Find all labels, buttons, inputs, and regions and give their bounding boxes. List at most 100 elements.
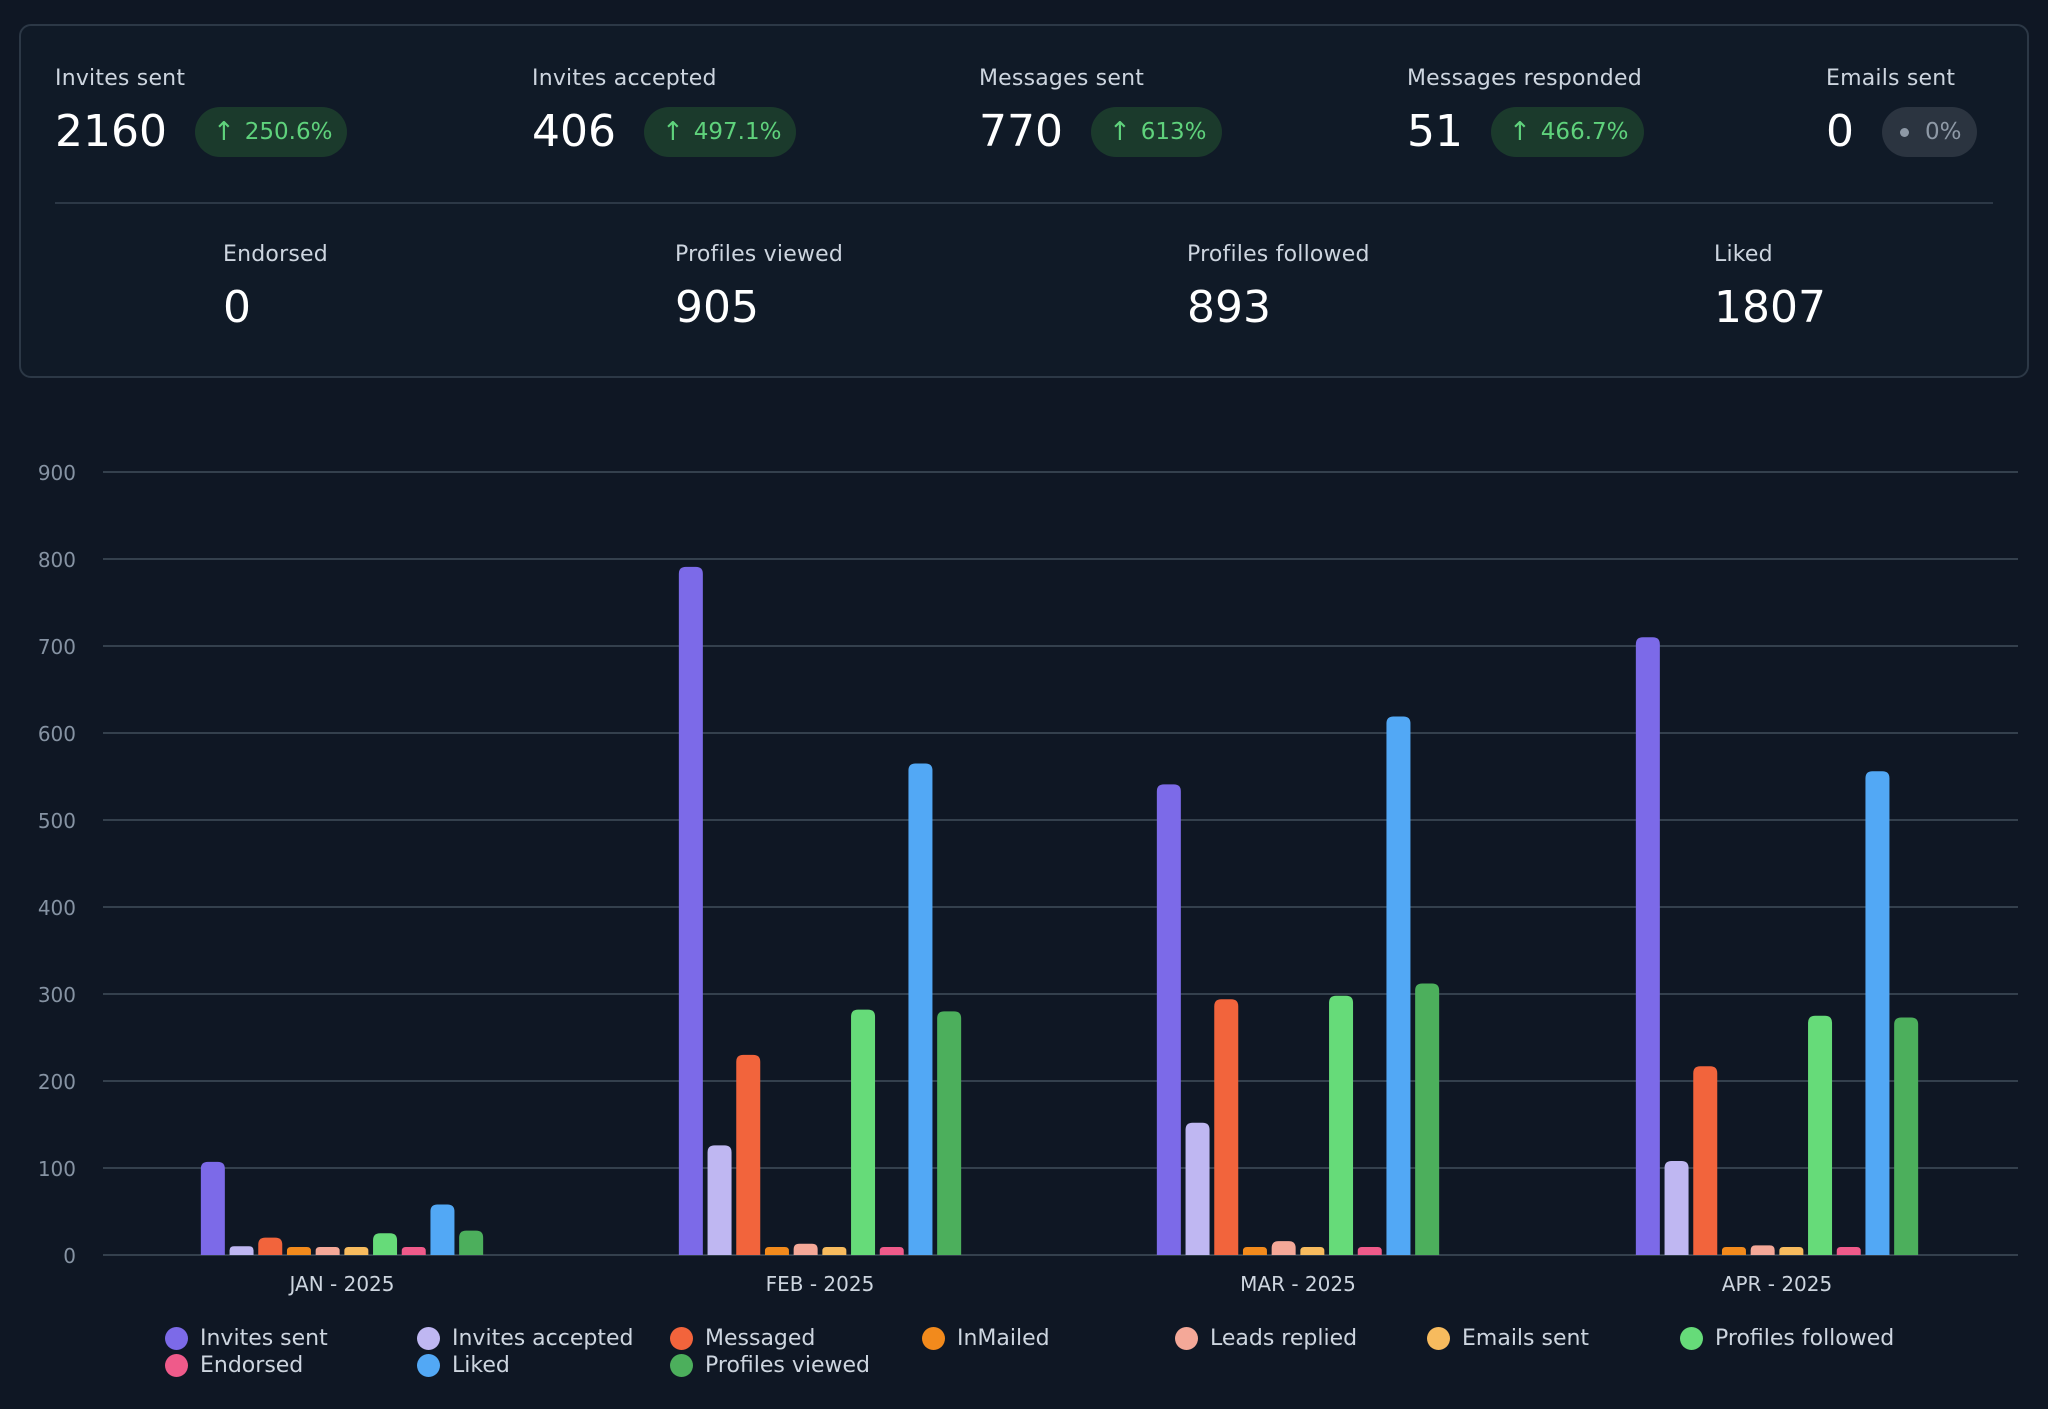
legend-label: Emails sent (1462, 1326, 1590, 1351)
stat-value: 2160 (55, 106, 167, 157)
bar-leads-replied (793, 1243, 818, 1255)
y-tick-label: 800 (38, 548, 76, 572)
stat-invites-sent: Invites sent 2160 ↑ 250.6% (55, 66, 348, 157)
bar-profiles-viewed (1415, 983, 1440, 1255)
legend-dot-icon (922, 1327, 945, 1350)
bar-messaged (1693, 1066, 1718, 1255)
divider (55, 202, 1993, 204)
legend-label: Messaged (705, 1326, 816, 1351)
bar-profiles-viewed (1894, 1017, 1919, 1255)
legend-dot-icon (165, 1327, 188, 1350)
x-tick-label: FEB - 2025 (766, 1272, 875, 1296)
legend-dot-icon (1175, 1327, 1198, 1350)
legend-item[interactable]: Profiles viewed (670, 1353, 870, 1378)
stat-label: Messages sent (979, 66, 1145, 91)
bar-profiles-followed (373, 1233, 398, 1255)
bar-endorsed (1836, 1247, 1861, 1255)
y-tick-label: 500 (38, 809, 76, 833)
stat-emails-sent: Emails sent 0 0% (1826, 66, 1977, 157)
bar-messaged (736, 1054, 761, 1255)
bar-endorsed (1357, 1247, 1382, 1255)
legend-dot-icon (165, 1354, 188, 1377)
bar-profiles-followed (1329, 995, 1354, 1255)
change-value: 497.1% (693, 119, 782, 145)
stat-value: 893 (1187, 282, 1271, 333)
x-tick-label: APR - 2025 (1722, 1272, 1832, 1296)
legend-item[interactable]: Invites sent (165, 1326, 328, 1351)
legend-label: Liked (452, 1353, 510, 1378)
stat-value: 406 (532, 106, 616, 157)
legend-item[interactable]: Emails sent (1427, 1326, 1589, 1351)
legend-item[interactable]: Endorsed (165, 1353, 303, 1378)
y-tick-label: 300 (38, 983, 76, 1007)
arrow-up-icon: ↑ (212, 117, 235, 147)
bar-invites-sent (200, 1161, 225, 1255)
stat-value: 0 (223, 282, 251, 333)
bar-emails-sent (1300, 1247, 1325, 1255)
y-tick-label: 400 (38, 896, 76, 920)
stat-value: 0 (1826, 106, 1854, 157)
bar-emails-sent (344, 1247, 369, 1255)
legend-item[interactable]: Invites accepted (417, 1326, 633, 1351)
legend-item[interactable]: Messaged (670, 1326, 815, 1351)
legend-item[interactable]: Leads replied (1175, 1326, 1357, 1351)
stat-invites-accepted: Invites accepted 406 ↑ 497.1% (532, 66, 797, 157)
bar-profiles-followed (1808, 1015, 1833, 1255)
x-tick-label: JAN - 2025 (287, 1272, 394, 1296)
stat-label: Endorsed (223, 242, 328, 267)
change-value: 466.7% (1540, 119, 1629, 145)
stat-label: Messages responded (1407, 66, 1642, 91)
bar-invites-sent (1156, 784, 1181, 1255)
bar-leads-replied (1271, 1241, 1296, 1255)
legend-item[interactable]: InMailed (922, 1326, 1050, 1351)
legend-dot-icon (670, 1327, 693, 1350)
bar-profiles-viewed (937, 1011, 962, 1255)
bar-inmailed (1242, 1247, 1267, 1255)
change-badge: ↑ 250.6% (194, 107, 348, 157)
x-tick-label: MAR - 2025 (1240, 1272, 1356, 1296)
bar-profiles-viewed (459, 1230, 484, 1255)
bar-liked (908, 763, 933, 1255)
legend-label: Profiles viewed (705, 1353, 871, 1378)
bar-endorsed (401, 1247, 426, 1255)
legend-label: Invites accepted (452, 1326, 634, 1351)
y-tick-label: 600 (38, 722, 76, 746)
bar-leads-replied (1750, 1245, 1775, 1255)
bar-leads-replied (315, 1247, 340, 1255)
stat-label: Emails sent (1826, 66, 1956, 91)
legend-dot-icon (670, 1354, 693, 1377)
change-badge: 0% (1882, 107, 1977, 157)
y-tick-label: 900 (38, 461, 76, 485)
bar-invites-sent (1635, 637, 1660, 1255)
stat-label: Liked (1714, 242, 1773, 267)
stat-endorsed: Endorsed 0 (223, 242, 328, 333)
bar-emails-sent (822, 1247, 847, 1255)
bar-invites-sent (678, 566, 703, 1255)
legend-label: Invites sent (200, 1326, 328, 1351)
legend-dot-icon (417, 1327, 440, 1350)
legend-dot-icon (1427, 1327, 1450, 1350)
stat-messages-sent: Messages sent 770 ↑ 613% (979, 66, 1222, 157)
bar-inmailed (1721, 1247, 1746, 1255)
stat-label: Invites sent (55, 66, 186, 91)
bar-profiles-followed (851, 1009, 876, 1255)
bar-inmailed (764, 1247, 789, 1255)
bar-liked (1386, 716, 1411, 1255)
legend-item[interactable]: Profiles followed (1680, 1326, 1894, 1351)
change-badge: ↑ 613% (1090, 107, 1222, 157)
stat-value: 905 (675, 282, 759, 333)
bar-messaged (1214, 999, 1239, 1255)
y-tick-label: 700 (38, 635, 76, 659)
bar-liked (1865, 771, 1890, 1255)
legend-label: Endorsed (200, 1353, 304, 1378)
legend-label: InMailed (957, 1326, 1050, 1351)
bar-invites-accepted (707, 1145, 732, 1255)
legend-item[interactable]: Liked (417, 1353, 510, 1378)
arrow-up-icon: ↑ (1509, 117, 1531, 147)
stat-profiles-followed: Profiles followed 893 (1187, 242, 1370, 333)
y-tick-label: 100 (38, 1157, 76, 1181)
bar-endorsed (879, 1247, 904, 1255)
stat-value: 1807 (1714, 282, 1826, 333)
bar-emails-sent (1779, 1247, 1804, 1255)
bar-invites-accepted (1185, 1122, 1210, 1255)
